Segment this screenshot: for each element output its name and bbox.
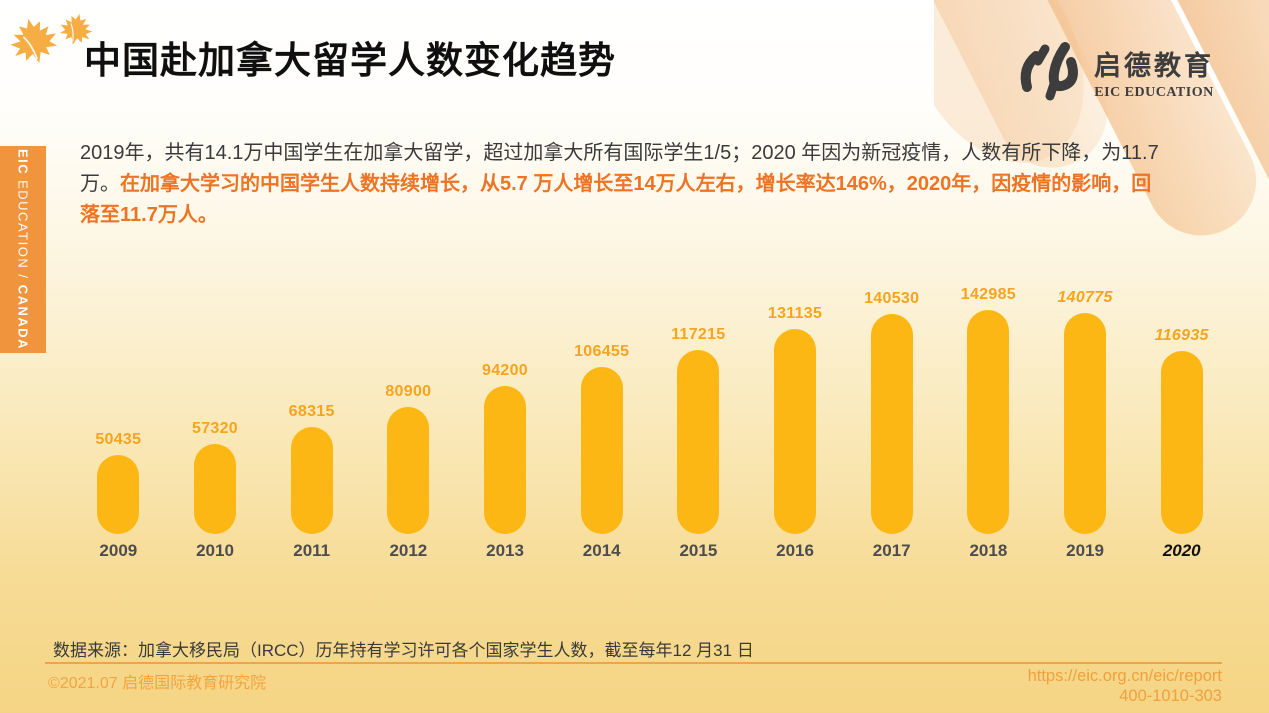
bar [580,367,623,534]
bar [194,444,236,534]
year-axis-label: 2011 [293,541,331,560]
bar [967,310,1010,534]
year-axis-label: 2015 [679,541,718,560]
bar-value-label: 131135 [767,305,823,322]
bar-value-label: 80900 [385,383,432,400]
footer-url[interactable]: https://eic.org.cn/eic/report [1027,667,1222,685]
footer-copyright: ©2021.07 启德国际教育研究院 [48,675,267,692]
intro-paragraph: 2019年，共有14.1万中国学生在加拿大留学，超过加拿大所有国际学生1/5；2… [80,138,1170,231]
year-axis-label: 2013 [486,541,524,560]
bar [290,427,333,534]
bar [387,407,430,534]
chart-bar-column: 140530 2017 [843,276,940,560]
year-axis-label: 2009 [99,541,138,560]
chart-bar-column: 57320 2010 [167,276,264,560]
year-axis-label: 2018 [969,541,1008,560]
chart-bar-column: 94200 2013 [457,276,554,560]
footer-divider [45,662,1222,664]
intro-black-text: 2019年，共有14.1万中国学生在加拿大留学，超过加拿大所有国际学生1/5；2… [80,142,1159,195]
bar-value-label: 116935 [1154,327,1209,344]
chart-bar-column: 117215 2015 [650,276,747,560]
chart-bar-column: 80900 2012 [360,276,457,560]
bar [677,350,720,534]
page-title: 中国赴加拿大留学人数变化趋势 [84,40,616,81]
intro-highlight-text: 在加拿大学习的中国学生人数持续增长，从5.7 万人增长至14万人左右，增长率达1… [80,173,1152,226]
eic-logo: 启德教育 EIC EDUCATION [1012,40,1214,104]
chart-bar-column: 142985 2018 [940,276,1037,560]
eic-logo-mark-icon [1020,42,1078,101]
bar-value-label: 50435 [95,431,142,448]
bar [97,455,140,534]
logo-cn-text: 启德教育 [1094,50,1214,81]
source-note: 数据来源：加拿大移民局（IRCC）历年持有学习许可各个国家学生人数，截至每年12… [53,641,754,660]
year-axis-label: 2017 [872,541,911,560]
bar-chart: 50435 2009 57320 2010 68315 2011 80900 2012 9420… [70,276,1230,560]
bar-value-label: 140530 [864,290,920,307]
maple-leaf-icon [60,13,93,45]
logo-en-text: EIC EDUCATION [1094,84,1214,100]
chart-bar-column: 140775 2019 [1037,276,1134,560]
bar [1160,351,1203,534]
year-axis-label: 2010 [196,541,234,560]
bar [774,329,817,534]
footer-phone: 400-1010-303 [1119,687,1222,705]
chart-bar-column: 68315 2011 [263,276,360,560]
chart-bar-column: 131135 2016 [747,276,844,560]
bar [870,314,913,534]
bar-value-label: 106455 [574,343,630,360]
bar-value-label: 94200 [482,362,529,379]
sidebar-tab-canada: EIC EDUCATION / CANADA [0,146,46,353]
bar-value-label: 142985 [960,286,1016,303]
bar [484,386,527,534]
bar-value-label: 140775 [1057,289,1113,306]
bar-value-label: 117215 [671,326,726,343]
year-axis-label: 2019 [1066,541,1104,560]
chart-bar-column: 50435 2009 [70,276,167,560]
chart-bar-column: 106455 2014 [553,276,650,560]
maple-leaves-decoration [6,8,106,72]
chart-bar-column: 116935 2020 [1133,276,1230,560]
year-axis-label: 2014 [582,541,621,560]
year-axis-label: 2020 [1162,541,1201,560]
bar [1064,313,1107,534]
year-axis-label: 2016 [776,541,814,560]
bar-value-label: 68315 [288,403,335,420]
footer-contact: https://eic.org.cn/eic/report 400-1010-3… [1028,666,1222,706]
bar-value-label: 57320 [192,420,238,437]
sidebar-tab-label: EIC EDUCATION / CANADA [15,148,31,351]
year-axis-label: 2012 [389,541,428,560]
maple-leaf-icon [10,18,58,64]
